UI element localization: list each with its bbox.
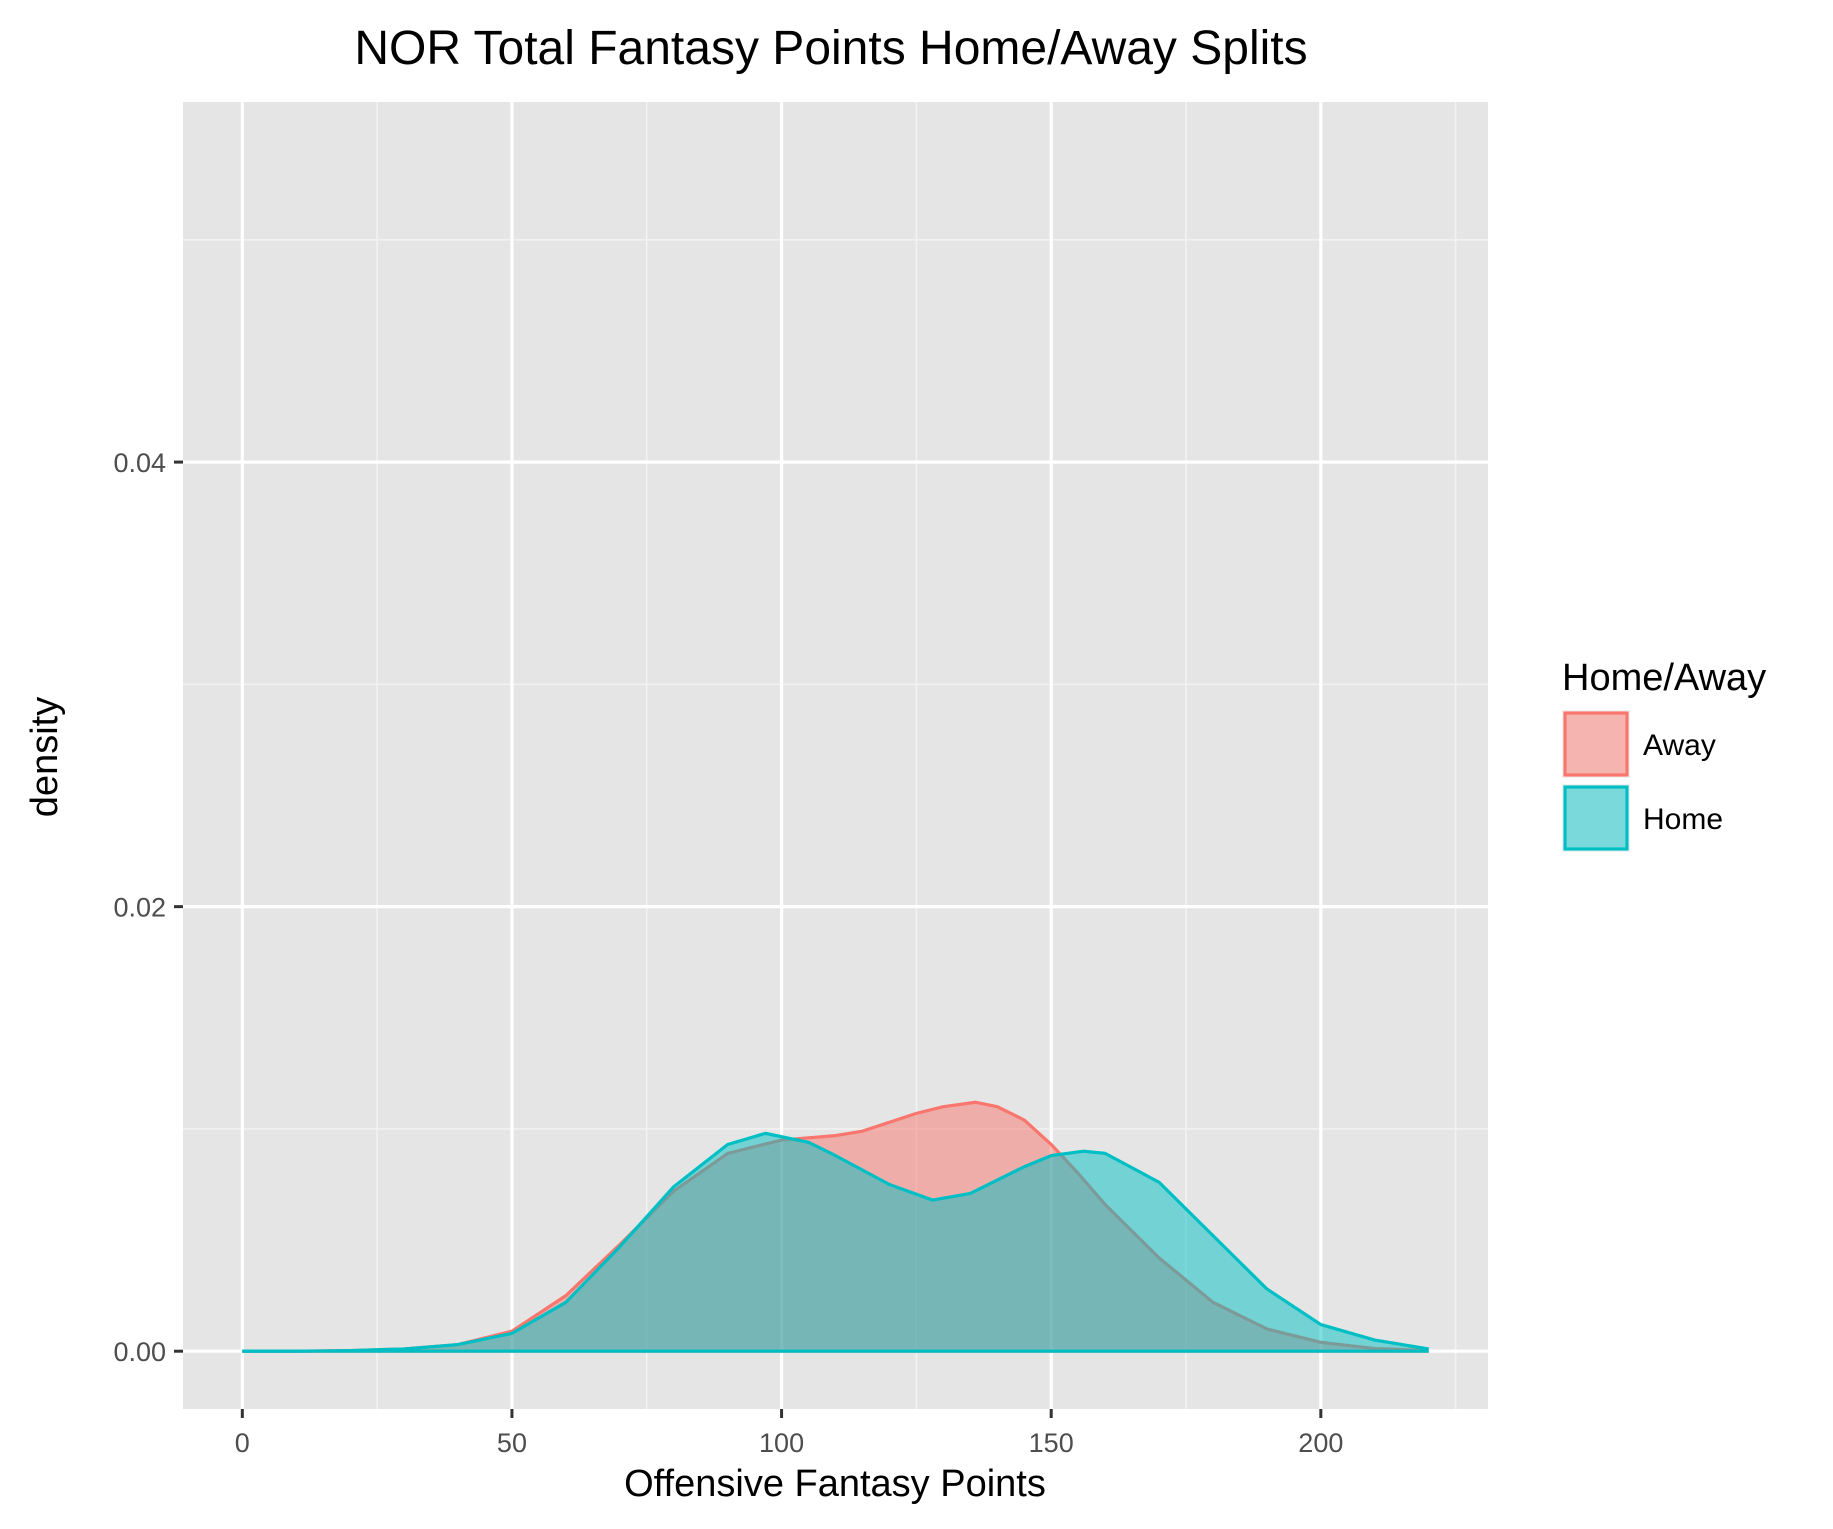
y-tick-label: 0.02 — [113, 893, 166, 923]
legend: Home/Away Away Home — [1562, 657, 1766, 852]
x-axis: 0 50 100 150 200 — [235, 1409, 1343, 1458]
x-tick-label: 0 — [235, 1428, 250, 1458]
density-area-home — [242, 1133, 1429, 1352]
x-tick-label: 50 — [497, 1428, 527, 1458]
x-tick-label: 100 — [759, 1428, 804, 1458]
legend-label-home: Home — [1643, 803, 1723, 836]
y-tick-label: 0.00 — [113, 1337, 166, 1367]
legend-label-away: Away — [1643, 729, 1716, 762]
legend-key-away — [1563, 711, 1629, 777]
x-axis-title: Offensive Fantasy Points — [624, 1463, 1046, 1505]
legend-title: Home/Away — [1562, 657, 1766, 699]
legend-key-home — [1563, 785, 1629, 851]
density-line-home — [242, 1131, 1429, 1353]
chart-title: NOR Total Fantasy Points Home/Away Split… — [354, 22, 1307, 75]
minor-gridlines — [183, 102, 1488, 1409]
x-tick-label: 150 — [1029, 1428, 1074, 1458]
x-tick-label: 200 — [1298, 1428, 1343, 1458]
density-areas — [242, 1100, 1429, 1353]
y-axis-title: density — [24, 697, 66, 817]
y-tick-label: 0.04 — [113, 448, 166, 478]
y-axis: 0.00 0.02 0.04 — [113, 448, 183, 1367]
